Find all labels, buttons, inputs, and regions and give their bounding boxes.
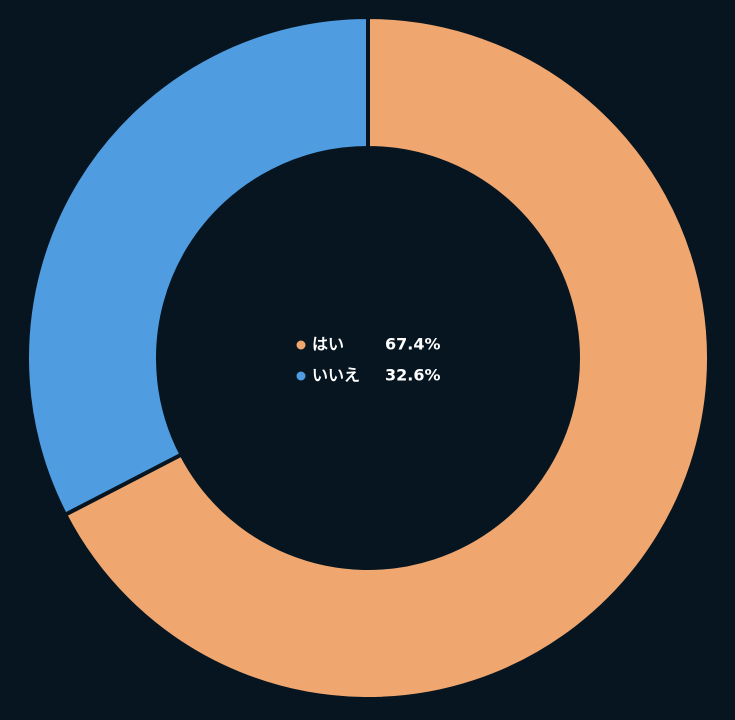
legend-label: いいえ bbox=[312, 366, 360, 385]
legend-marker bbox=[296, 340, 306, 350]
legend-marker bbox=[296, 371, 306, 381]
legend-label: はい bbox=[312, 335, 344, 354]
legend-value: 67.4% bbox=[385, 335, 441, 354]
pie-slice bbox=[25, 14, 370, 518]
pie-slice bbox=[62, 14, 711, 701]
legend-value: 32.6% bbox=[385, 366, 441, 385]
